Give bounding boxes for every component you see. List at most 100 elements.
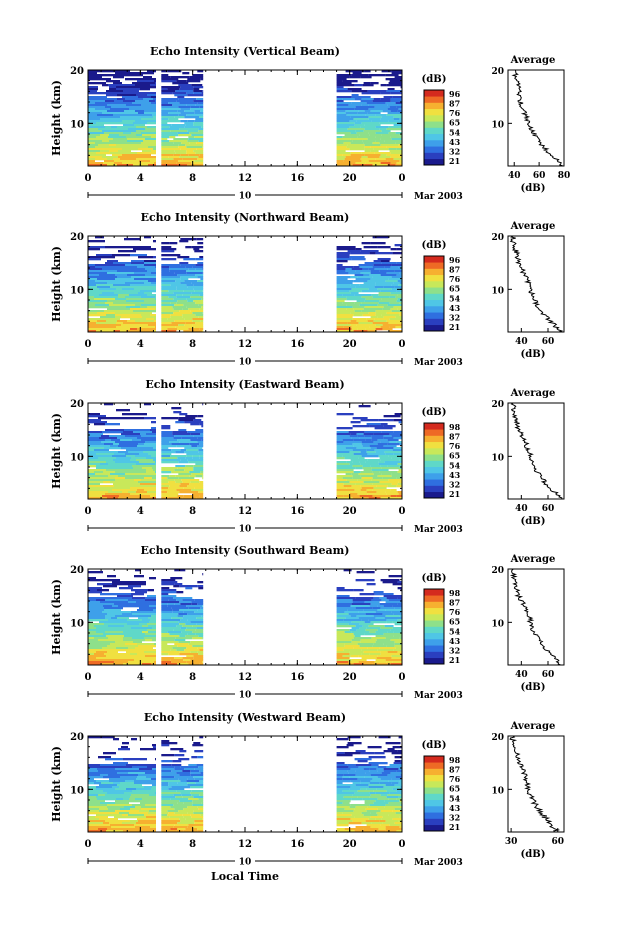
colorbar-unit: (dB) (422, 407, 447, 418)
heatmap-cell (177, 782, 188, 785)
heatmap-cell (365, 772, 382, 775)
heatmap-cell (197, 609, 204, 612)
heatmap-cell (88, 156, 102, 159)
x-axis-label: Local Time (211, 870, 279, 883)
heatmap-cell (350, 292, 359, 295)
heatmap-cell (105, 423, 120, 426)
heatmap-cell (168, 784, 188, 787)
heatmap-cell (353, 810, 367, 813)
heatmap-cell (101, 435, 109, 438)
heatmap-cell (161, 583, 175, 586)
heatmap-cell (357, 778, 373, 781)
heatmap-cell (155, 764, 156, 767)
heatmap-cell (187, 300, 194, 303)
heatmap-cell (363, 768, 370, 771)
heatmap-cell (349, 481, 364, 484)
heatmap-cell (103, 752, 116, 755)
heatmap-cell (344, 611, 359, 614)
heatmap-cell (127, 72, 136, 75)
heatmap-cell (94, 471, 103, 474)
heatmap-cell (180, 154, 189, 157)
heatmap-cell (336, 790, 343, 793)
heatmap-cell (161, 651, 180, 654)
heatmap-cell (370, 780, 389, 783)
heatmap-cell (389, 824, 401, 827)
heatmap-cell (347, 764, 356, 767)
heatmap-cell (123, 431, 133, 434)
heatmap-cell (372, 164, 388, 167)
heatmap-cell (388, 322, 401, 325)
heatmap-cell (397, 308, 402, 311)
heatmap-cell (190, 310, 204, 313)
heatmap-cell (347, 128, 365, 131)
heatmap-cell (187, 485, 204, 488)
heatmap-cell (193, 122, 204, 125)
heatmap-cell (125, 453, 139, 456)
heatmap-cell (352, 318, 367, 321)
heatmap-cell (161, 162, 177, 165)
heatmap-cell (398, 782, 402, 785)
panel-title: Echo Intensity (Southward Beam) (141, 544, 350, 557)
heatmap-cell (148, 146, 156, 149)
heatmap-cell (177, 96, 185, 99)
heatmap-cell (199, 294, 204, 297)
heatmap-cell (349, 491, 367, 494)
heatmap-cell (355, 806, 368, 809)
heatmap-cell (113, 138, 127, 141)
heatmap-cell (351, 639, 361, 642)
heatmap-cell (362, 798, 378, 801)
average-y-tick-label: 20 (491, 566, 504, 576)
heatmap-cell (88, 431, 102, 434)
heatmap-cell (186, 92, 194, 95)
heatmap-cells (88, 736, 402, 833)
heatmap-cell (161, 114, 179, 117)
heatmap-cell (88, 296, 94, 299)
heatmap-cell (117, 276, 131, 279)
heatmap-cell (370, 812, 377, 815)
heatmap-cell (374, 593, 394, 596)
heatmap-cell (336, 102, 352, 105)
heatmap-cell (368, 132, 376, 135)
heatmap-cell (137, 643, 148, 646)
heatmap-cell (182, 158, 198, 161)
colorbar-tick-label: 87 (449, 265, 460, 275)
heatmap-cell (349, 653, 362, 656)
colorbar-tick-label: 43 (449, 137, 461, 147)
heatmap-cell (120, 776, 137, 779)
heatmap-cell (173, 804, 193, 807)
heatmap-cell (99, 818, 118, 821)
heatmap-cell (196, 497, 204, 500)
heatmap-cell (141, 132, 156, 135)
heatmap-cell (386, 661, 393, 664)
heatmap-cell (134, 495, 150, 498)
heatmap-cell (192, 457, 200, 460)
heatmap-cell (399, 800, 402, 803)
heatmap-cell (186, 146, 203, 149)
heatmap-cell (355, 270, 371, 273)
heatmap-cell (161, 298, 174, 301)
heatmap-cell (161, 152, 176, 155)
heatmap-cell (149, 605, 156, 608)
heatmap-cell (107, 736, 114, 739)
heatmap-cell (336, 162, 356, 165)
heatmap-cell (180, 449, 187, 452)
heatmap-cell (367, 90, 387, 93)
heatmap-cell (375, 792, 390, 795)
heatmap-cell (396, 162, 402, 165)
heatmap-cell (187, 782, 196, 785)
heatmap-cell (167, 605, 187, 608)
heatmap-cell (126, 74, 143, 77)
colorbar-tick-label: 87 (449, 432, 460, 442)
heatmap-cell (168, 290, 184, 293)
heatmap-cell (175, 796, 183, 799)
heatmap-cell (180, 603, 192, 606)
heatmap-cell (336, 611, 345, 614)
heatmap-cell (175, 637, 193, 640)
heatmap-cell (381, 262, 397, 265)
heatmap-cell (177, 274, 196, 277)
heatmap-cell (385, 609, 402, 612)
heatmap-cell (363, 814, 378, 817)
heatmap-cell (116, 457, 131, 460)
heatmap-cell (348, 272, 361, 275)
heatmap-cell (177, 663, 189, 666)
